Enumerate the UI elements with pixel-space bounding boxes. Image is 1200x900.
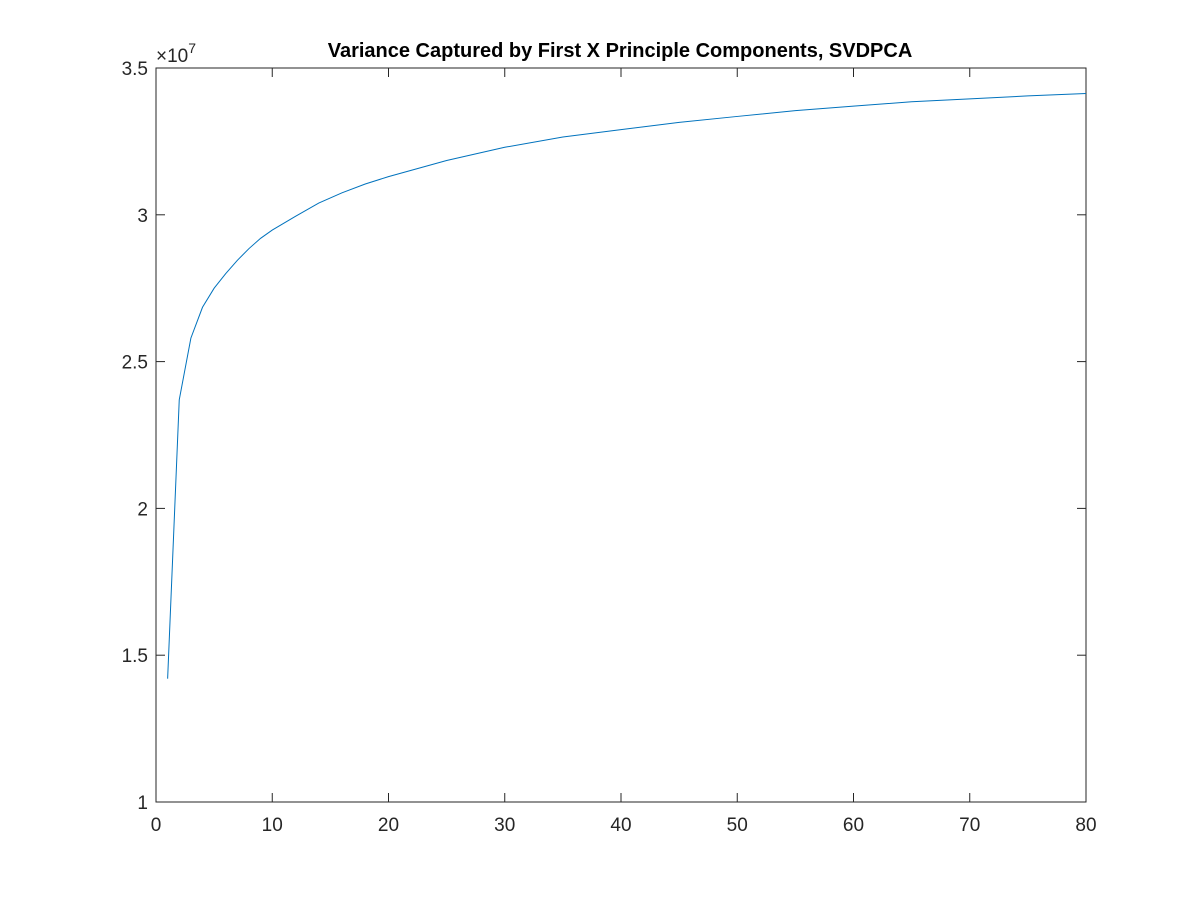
x-tick-label: 10	[262, 815, 283, 836]
y-tick-label: 2	[137, 499, 148, 520]
x-tick-label: 30	[494, 815, 515, 836]
x-tick-label: 50	[727, 815, 748, 836]
x-tick-label: 80	[1075, 815, 1096, 836]
x-tick-label: 60	[843, 815, 864, 836]
y-tick-label: 1	[137, 793, 148, 814]
y-exponent: 7	[188, 40, 196, 56]
series-line	[167, 93, 1087, 679]
x-tick-label: 0	[151, 815, 162, 836]
y-exponent-base: ×10	[156, 46, 188, 67]
y-tick-label: 1.5	[122, 646, 148, 667]
y-tick-label: 2.5	[122, 353, 148, 374]
y-tick-label: 3.5	[122, 59, 148, 80]
x-tick-label: 20	[378, 815, 399, 836]
y-exponent-label: ×107	[156, 40, 196, 67]
y-tick-label: 3	[137, 206, 148, 227]
plot-area	[155, 67, 1087, 803]
axis-ticks	[155, 67, 1087, 803]
x-tick-label: 70	[959, 815, 980, 836]
chart-title: Variance Captured by First X Principle C…	[328, 40, 913, 62]
axis-tick-labels: 0 10 20 30 40 50 60 70 80 1 1.5 2 2.5 3 3.5	[122, 59, 1097, 836]
x-tick-label: 40	[610, 815, 631, 836]
